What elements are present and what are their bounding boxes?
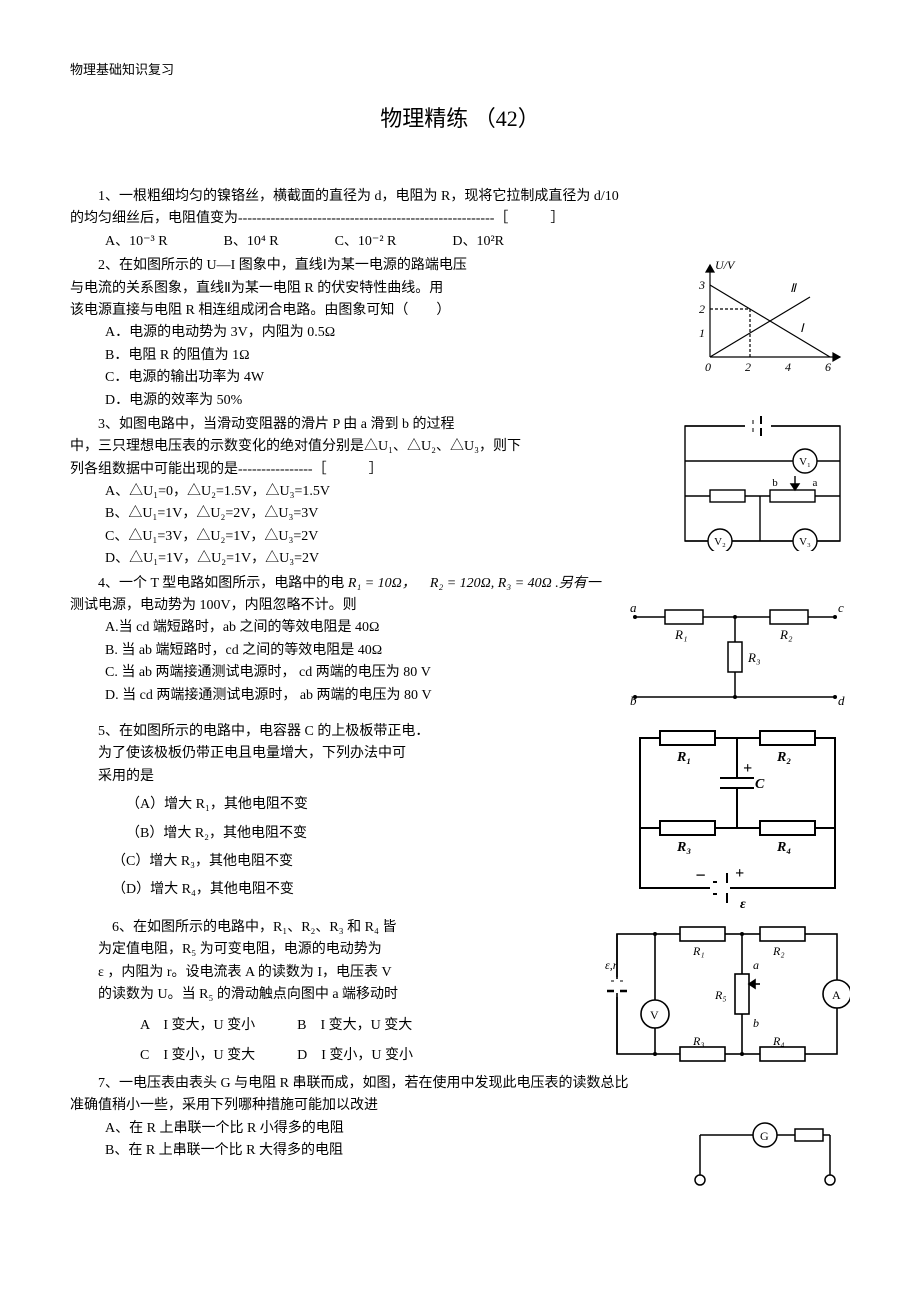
q3-v2: V₂ (714, 536, 726, 548)
q6-r5: R₅ (714, 988, 727, 1002)
q2-xtick-6: 6 (825, 360, 831, 374)
q5-plus-bat: + (735, 865, 744, 882)
q5-r2: R₂ (776, 750, 791, 765)
page-header: 物理基础知识复习 (70, 60, 850, 81)
q4-r1: R₁ (674, 627, 687, 642)
q4-a-node: a (630, 600, 637, 615)
q4-r3: R₃ (747, 650, 760, 665)
q6-v: V (650, 1008, 659, 1022)
q6-r3: R₃ (692, 1034, 705, 1048)
question-7: 7、一电压表由表头 G 与电阻 R 串联而成，如图，若在使用中发现此电压表的读数… (70, 1073, 850, 1197)
q1-options: A、10⁻³ R B、10⁴ R C、10⁻² R D、10²R (70, 231, 850, 253)
q7-figure: G (680, 1120, 850, 1195)
q6-emf: ε,r (605, 958, 618, 972)
question-2: U/V 3 2 1 0 2 4 6 Ⅰ Ⅱ 2、在如图所示的 U—I 图象中，直… (70, 255, 850, 412)
q5-figure: R₁ R₂ R₃ R₄ C + + − ε (625, 723, 850, 913)
q1-line2: 的均匀细丝后，电阻值变为----------------------------… (70, 208, 850, 230)
q4-r2: R₂ (779, 627, 793, 642)
question-4: 4、一个 T 型电路如图所示，电路中的电 R₁ = 10Ω， R₂ = 120Ω… (70, 573, 850, 719)
q4-l1a: 4、一个 T 型电路如图所示，电路中的电 (98, 576, 344, 591)
q3-b: b (772, 477, 778, 489)
q2-line1-label: Ⅰ (800, 321, 805, 335)
q7-g: G (760, 1129, 769, 1143)
q5-r4: R₄ (776, 840, 791, 855)
q3-figure: V₁ V₂ V₃ a b (675, 416, 850, 551)
q2-opt-d: D．电源的效率为 50% (70, 390, 850, 412)
page-title: 物理精练 （42） (70, 101, 850, 136)
q5-c: C (755, 777, 765, 792)
q6-b-node: b (753, 1016, 759, 1030)
q6-r2: R₂ (772, 944, 785, 958)
q2-ytick-2: 2 (699, 302, 705, 316)
q6-a: A (832, 988, 841, 1002)
q2-xtick-4: 4 (785, 360, 791, 374)
q6-r1: R₁ (692, 944, 705, 958)
q3-v3: V₃ (799, 536, 811, 548)
q5-r3: R₃ (676, 840, 691, 855)
q5-plus-top: + (743, 760, 752, 777)
question-5: R₁ R₂ R₃ R₄ C + + − ε 5、在如图所示的电路中，电容器 C … (70, 721, 850, 915)
q5-emf: ε (740, 897, 746, 912)
q2-xtick-2: 2 (745, 360, 751, 374)
question-6: R₁ R₂ R₃ R₄ R₅ a b ε,r V A 6、在如图所示的电路中，R… (70, 917, 850, 1071)
q7-line1: 7、一电压表由表头 G 与电阻 R 串联而成，如图，若在使用中发现此电压表的读数… (70, 1073, 850, 1095)
q4-l1b: R₁ = 10Ω， (348, 576, 416, 591)
q5-r1: R₁ (676, 750, 691, 765)
q3-v1: V₁ (799, 456, 811, 468)
q1-line1: 1、一根粗细均匀的镍铬丝，横截面的直径为 d，电阻为 R，现将它拉制成直径为 d… (70, 186, 850, 208)
q2-ylabel: U/V (715, 258, 736, 272)
q3-opt-d: D、△U₁=1V，△U₂=1V，△U₃=2V (70, 548, 850, 570)
q6-figure: R₁ R₂ R₃ R₄ R₅ a b ε,r V A (605, 919, 850, 1069)
q2-ytick-3: 3 (698, 278, 705, 292)
q4-figure: a c b d R₁ R₂ R₃ (620, 597, 850, 717)
q2-xtick-0: 0 (705, 360, 711, 374)
q4-d-node: d (838, 693, 845, 708)
q2-ytick-1: 1 (699, 326, 705, 340)
question-1: 1、一根粗细均匀的镍铬丝，横截面的直径为 d，电阻为 R，现将它拉制成直径为 d… (70, 186, 850, 253)
q3-a: a (813, 477, 818, 489)
question-3: V₁ V₂ V₃ a b 3、如图电路中，当滑动变阻器的滑片 P 由 a 滑到 … (70, 414, 850, 571)
q5-minus-bat: − (695, 865, 706, 885)
q4-c-node: c (838, 600, 844, 615)
q2-line2-label: Ⅱ (790, 281, 797, 295)
q4-l1c: R₂ = 120Ω, R₃ = 40Ω .另有一 (430, 576, 601, 591)
q6-a-node: a (753, 958, 759, 972)
q7-line2: 准确值稍小一些，采用下列哪种措施可能加以改进 (70, 1095, 850, 1117)
q6-r4: R₄ (772, 1034, 785, 1048)
q2-figure: U/V 3 2 1 0 2 4 6 Ⅰ Ⅱ (685, 257, 850, 377)
